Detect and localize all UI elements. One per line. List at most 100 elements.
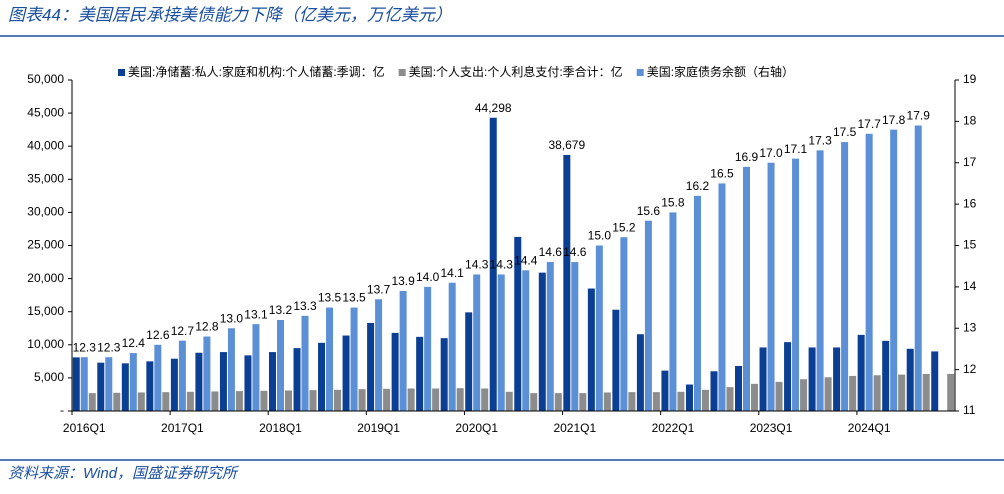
y-tick-label: 20,000 [27, 271, 64, 285]
bar [301, 315, 309, 411]
bar [652, 392, 660, 411]
bar [563, 154, 571, 412]
bar [530, 393, 538, 411]
bar [432, 388, 440, 411]
x-tick-label: 2021Q1 [553, 421, 596, 435]
data-label: 15.2 [612, 220, 636, 234]
bar [146, 361, 154, 411]
bar [792, 158, 800, 411]
y2-tick-label: 18 [963, 114, 977, 128]
y-tick-label: 45,000 [27, 105, 64, 119]
data-label: 17.7 [857, 117, 881, 131]
y-tick-label: - [60, 403, 64, 417]
bar [309, 390, 317, 411]
bar [227, 328, 235, 411]
data-label: 13.3 [293, 299, 317, 313]
bar [137, 392, 145, 411]
x-tick-label: 2016Q1 [63, 421, 106, 435]
y-tick-label: 30,000 [27, 205, 64, 219]
bar [824, 377, 832, 411]
x-tick-label: 2019Q1 [357, 421, 400, 435]
bar [767, 162, 775, 411]
bar [636, 334, 644, 411]
data-label: 15.6 [637, 204, 661, 218]
y-tick-label: 5,000 [34, 370, 64, 384]
data-label: 17.9 [907, 109, 931, 123]
bar [890, 129, 898, 411]
bar [235, 391, 243, 411]
data-label: 14.6 [539, 245, 563, 259]
data-label: 13.0 [220, 311, 244, 325]
bar [710, 371, 718, 411]
bar [162, 392, 170, 411]
bar [800, 379, 808, 411]
bar [465, 312, 473, 411]
bar [358, 389, 366, 411]
bar [456, 388, 464, 411]
y2-tick-label: 16 [963, 196, 977, 210]
data-label: 12.3 [73, 340, 97, 354]
y-tick-label: 10,000 [27, 337, 64, 351]
bar [416, 336, 424, 411]
data-label: 14.6 [563, 245, 587, 259]
bar [211, 391, 219, 411]
bar [375, 299, 383, 411]
y2-tick-label: 14 [963, 279, 977, 293]
bar [391, 332, 399, 411]
bar [350, 307, 358, 411]
bar [121, 363, 129, 411]
bar [898, 374, 906, 411]
data-label: 17.1 [784, 142, 808, 156]
bar [644, 220, 652, 411]
data-label: 17.3 [808, 134, 832, 148]
bar [334, 389, 342, 411]
bar [105, 357, 113, 411]
data-label: 12.7 [171, 324, 195, 338]
bar [587, 288, 595, 411]
bar [244, 355, 252, 411]
bar [922, 373, 930, 411]
bar [751, 383, 759, 411]
bar [203, 336, 211, 411]
bar [571, 262, 579, 411]
bar [735, 365, 743, 411]
chart-title: 图表44：美国居民承接美债能力下降（亿美元，万亿美元） [8, 5, 452, 24]
x-tick-label: 2017Q1 [161, 421, 204, 435]
bar [113, 392, 121, 411]
bar [448, 282, 456, 411]
bar [677, 391, 685, 411]
bar [595, 245, 603, 411]
bar [97, 362, 105, 411]
x-tick-label: 2024Q1 [848, 421, 891, 435]
data-label: 38,679 [548, 138, 585, 152]
bar [367, 322, 375, 411]
bar [669, 212, 677, 411]
bar [841, 142, 849, 411]
data-label: 12.4 [122, 336, 146, 350]
data-label: 14.3 [490, 258, 514, 272]
data-label: 17.0 [759, 146, 783, 160]
data-label: 12.8 [195, 320, 219, 334]
data-label: 12.3 [97, 340, 121, 354]
bar [603, 392, 611, 411]
bar [293, 348, 301, 411]
bar [685, 384, 693, 411]
data-label: 14.0 [416, 270, 440, 284]
bar [808, 347, 816, 411]
bar [178, 340, 186, 411]
bar [383, 388, 391, 411]
bar [219, 352, 227, 411]
data-label: 13.9 [391, 274, 415, 288]
x-tick-label: 2022Q1 [652, 421, 695, 435]
bar [612, 309, 620, 411]
bar [399, 291, 407, 411]
legend-swatch [636, 69, 644, 76]
bar [489, 117, 497, 411]
data-label: 16.2 [686, 179, 710, 193]
bar [154, 344, 162, 411]
x-tick-label: 2018Q1 [259, 421, 302, 435]
bar [579, 393, 587, 411]
bar [129, 353, 137, 411]
data-label: 16.5 [710, 167, 734, 181]
